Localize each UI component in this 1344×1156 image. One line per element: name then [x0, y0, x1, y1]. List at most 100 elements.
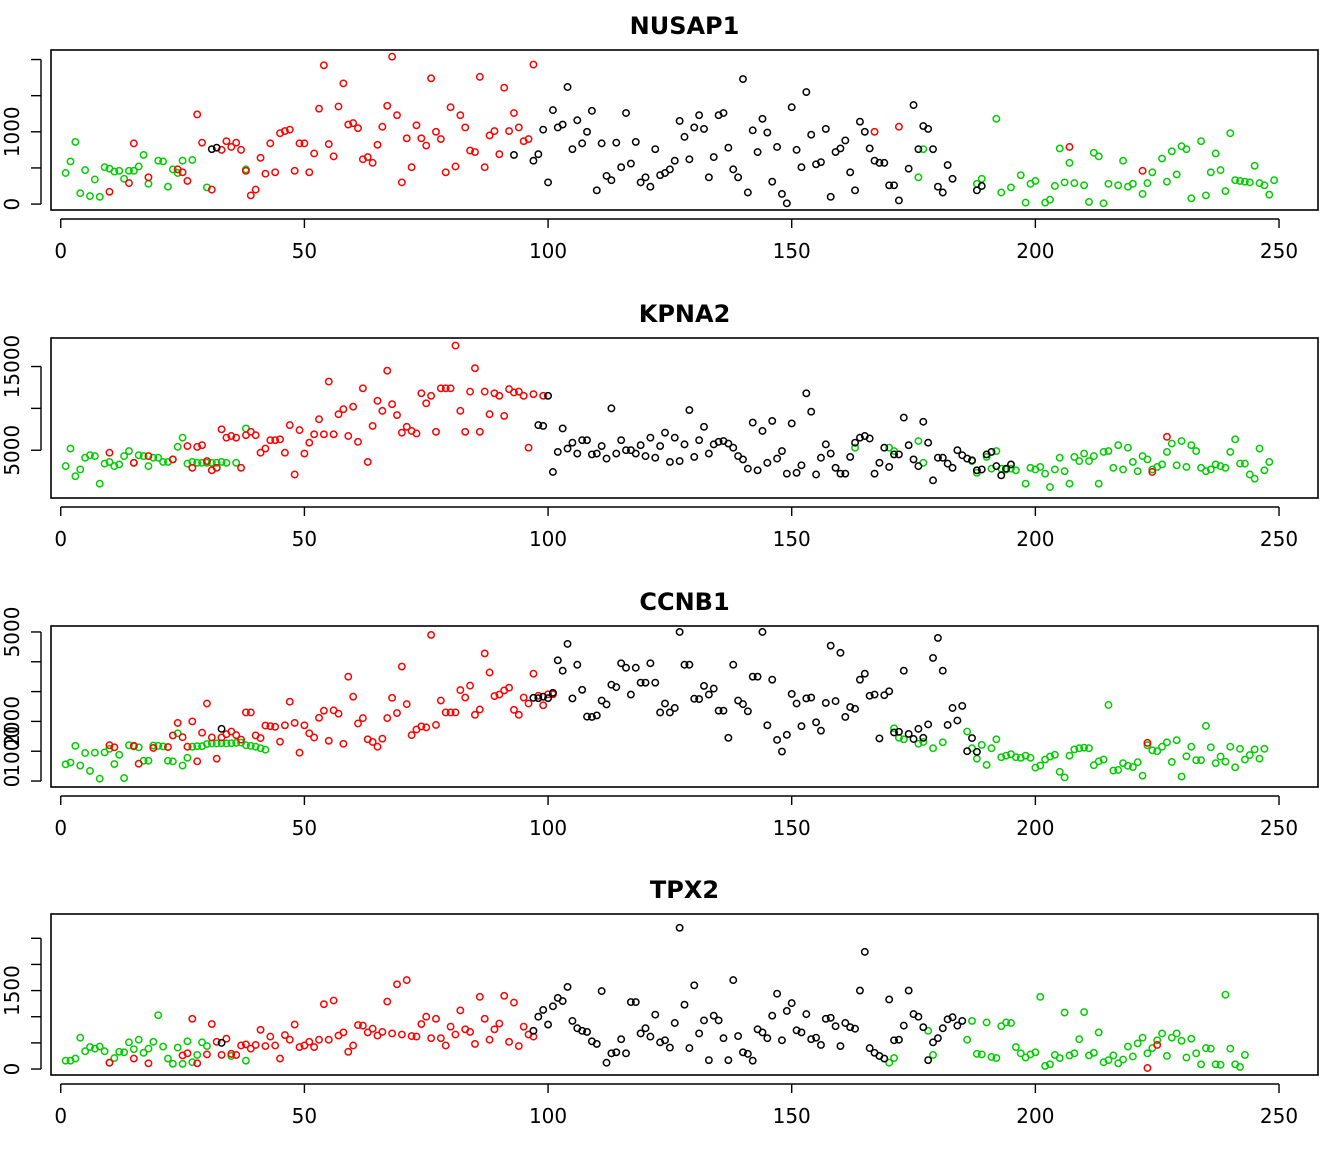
- data-point: [919, 738, 928, 746]
- data-point: [534, 694, 543, 703]
- data-point: [86, 766, 94, 775]
- x-tick-label: 200: [1016, 527, 1054, 551]
- data-point: [1197, 1060, 1205, 1069]
- data-point: [1187, 441, 1196, 450]
- data-point: [509, 705, 518, 714]
- data-point: [212, 458, 221, 467]
- data-point: [475, 72, 484, 81]
- data-point: [251, 431, 260, 440]
- data-point: [899, 666, 908, 675]
- data-point: [1089, 761, 1098, 770]
- data-point: [968, 456, 976, 465]
- data-point: [66, 157, 75, 166]
- data-point: [1231, 763, 1240, 772]
- data-point: [890, 728, 898, 737]
- data-point: [1133, 758, 1142, 767]
- data-point: [363, 457, 372, 466]
- data-point: [1109, 463, 1118, 472]
- data-point: [1158, 1029, 1167, 1038]
- data-point: [909, 735, 918, 743]
- data-point: [237, 145, 246, 154]
- data-point: [227, 739, 236, 748]
- series-2: [217, 628, 981, 756]
- data-point: [241, 741, 250, 750]
- data-point: [743, 188, 752, 197]
- data-point: [622, 663, 630, 672]
- data-point: [1133, 1039, 1142, 1048]
- data-point: [904, 729, 913, 738]
- data-point: [700, 422, 708, 431]
- data-point: [168, 455, 177, 464]
- data-point: [344, 672, 353, 681]
- x-tick-label: 250: [1260, 816, 1298, 840]
- data-point: [1153, 1036, 1162, 1045]
- data-point: [1236, 176, 1244, 185]
- data-point: [315, 1035, 323, 1044]
- data-point: [636, 441, 645, 450]
- data-point: [855, 117, 864, 126]
- data-point: [115, 460, 124, 469]
- data-point: [612, 683, 621, 692]
- data-point: [266, 722, 275, 731]
- data-point: [963, 1035, 972, 1044]
- data-point: [241, 708, 250, 717]
- data-point: [826, 449, 835, 458]
- data-point: [202, 1042, 211, 1050]
- data-point: [495, 391, 504, 400]
- data-point: [675, 117, 684, 125]
- data-point: [529, 1026, 538, 1035]
- data-point: [787, 419, 796, 428]
- data-point: [982, 760, 991, 769]
- data-point: [622, 446, 630, 455]
- data-point: [95, 1042, 104, 1051]
- data-point: [1162, 177, 1171, 186]
- data-point: [139, 452, 148, 461]
- data-point: [1119, 156, 1128, 165]
- data-point: [222, 739, 231, 748]
- data-point: [743, 1049, 752, 1058]
- data-point: [763, 721, 772, 730]
- data-point: [1206, 743, 1215, 752]
- data-point: [885, 1058, 894, 1067]
- data-point: [548, 106, 557, 115]
- data-point: [841, 712, 850, 721]
- data-point: [982, 1018, 991, 1027]
- data-point: [461, 123, 470, 132]
- x-tick-label: 200: [1016, 1104, 1054, 1128]
- data-point: [349, 402, 358, 411]
- data-point: [1206, 168, 1215, 177]
- data-point: [700, 124, 708, 133]
- data-point: [724, 1056, 733, 1065]
- data-point: [924, 1026, 933, 1035]
- x-tick-label: 150: [773, 527, 811, 551]
- data-point: [787, 690, 796, 698]
- data-point: [310, 733, 319, 742]
- data-point: [1060, 773, 1069, 782]
- data-point: [977, 174, 986, 183]
- data-point: [899, 1021, 908, 1030]
- data-point: [724, 733, 733, 742]
- data-point: [471, 1039, 479, 1048]
- data-point: [95, 774, 104, 783]
- data-point: [597, 139, 606, 148]
- data-point: [319, 1000, 328, 1009]
- data-point: [461, 693, 470, 702]
- data-point: [1085, 744, 1093, 753]
- data-point: [602, 171, 611, 180]
- data-point: [748, 418, 757, 427]
- data-point: [349, 119, 358, 128]
- data-point: [432, 127, 440, 136]
- data-point: [836, 1042, 845, 1050]
- data-point: [256, 448, 265, 457]
- data-point: [120, 774, 129, 783]
- data-point: [938, 738, 947, 747]
- data-point: [851, 704, 860, 713]
- y-tick-label: 15000: [0, 335, 24, 399]
- data-point: [748, 672, 757, 681]
- data-point: [617, 659, 626, 668]
- data-point: [748, 126, 757, 135]
- data-point: [1177, 437, 1186, 445]
- data-point: [1201, 1044, 1210, 1053]
- data-point: [334, 102, 343, 111]
- data-point: [256, 744, 265, 753]
